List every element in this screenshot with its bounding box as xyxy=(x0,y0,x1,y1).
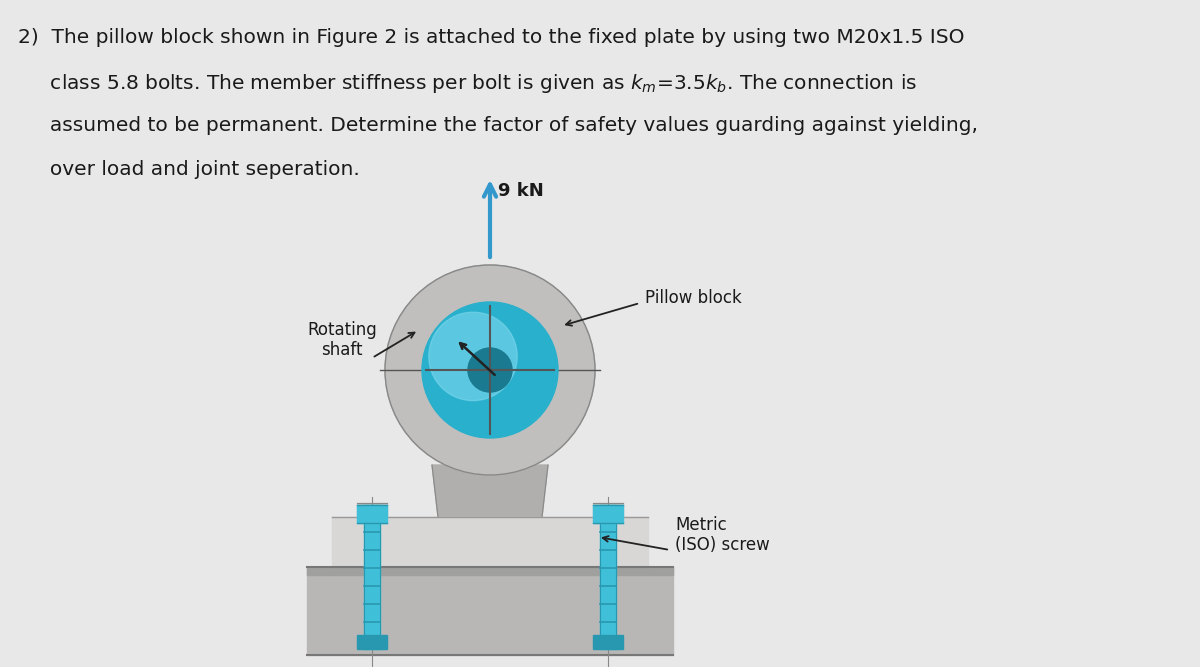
Bar xyxy=(307,567,673,655)
Text: over load and joint seperation.: over load and joint seperation. xyxy=(18,160,360,179)
Bar xyxy=(593,635,624,649)
Circle shape xyxy=(428,312,517,401)
Bar xyxy=(358,635,388,649)
Text: Rotating
shaft: Rotating shaft xyxy=(307,321,377,360)
Circle shape xyxy=(468,348,512,392)
Text: class 5.8 bolts. The member stiffness per bolt is given as $k_m$=3.5$k_b$. The c: class 5.8 bolts. The member stiffness pe… xyxy=(18,72,917,95)
Text: Pillow block: Pillow block xyxy=(646,289,742,307)
Bar xyxy=(600,505,616,649)
Text: assumed to be permanent. Determine the factor of safety values guarding against : assumed to be permanent. Determine the f… xyxy=(18,116,978,135)
Text: 2)  The pillow block shown in Figure 2 is attached to the fixed plate by using t: 2) The pillow block shown in Figure 2 is… xyxy=(18,28,965,47)
Bar xyxy=(364,505,380,649)
Text: Metric
(ISO) screw: Metric (ISO) screw xyxy=(674,516,769,554)
Bar xyxy=(593,505,624,523)
Text: 9 kN: 9 kN xyxy=(498,182,544,200)
Circle shape xyxy=(422,302,558,438)
Bar xyxy=(307,567,673,575)
Bar xyxy=(358,505,388,523)
Bar xyxy=(593,503,623,517)
Bar xyxy=(358,503,386,517)
Circle shape xyxy=(385,265,595,475)
Bar xyxy=(332,517,648,567)
Polygon shape xyxy=(432,465,548,517)
